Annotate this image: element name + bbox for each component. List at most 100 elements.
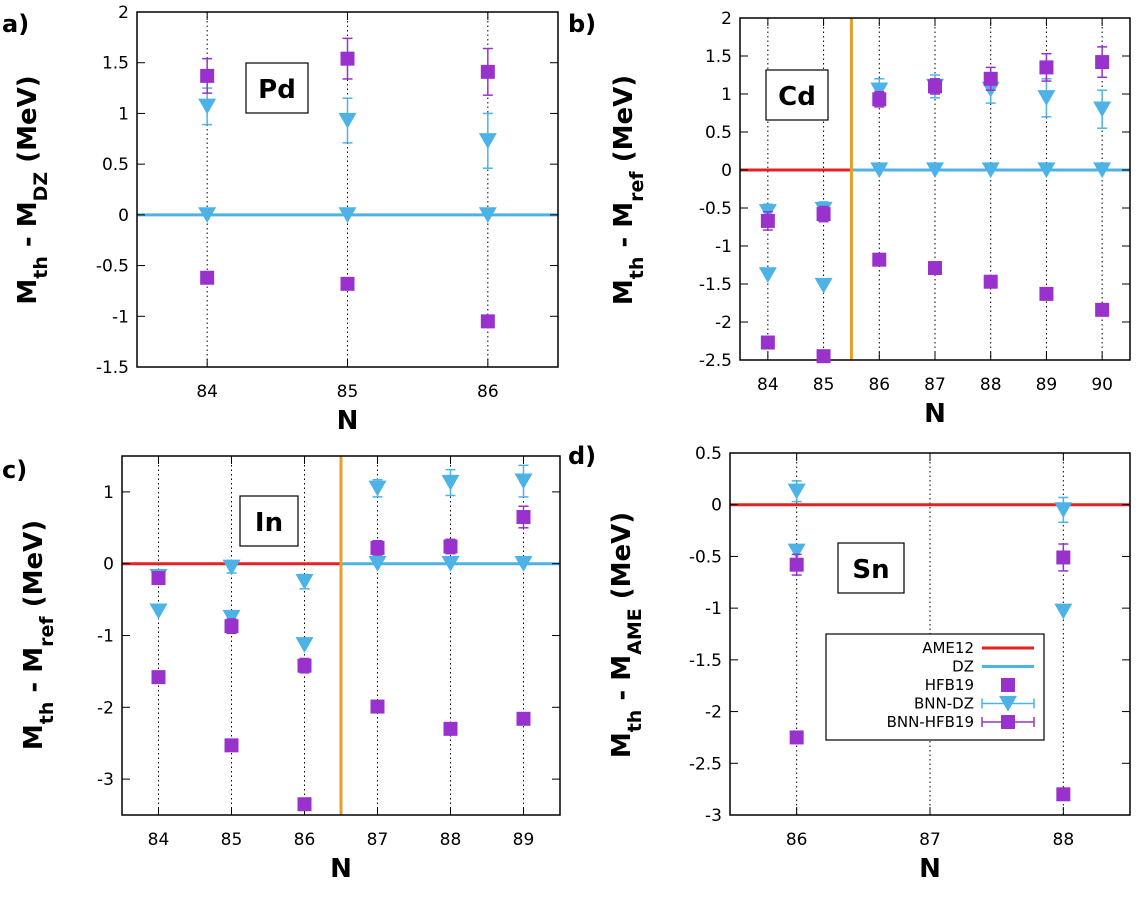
bnn-hfb19-point [872, 92, 887, 107]
hfb19-point [443, 721, 458, 736]
y-tick-label: 1 [118, 104, 129, 124]
x-tick-label: 86 [477, 382, 499, 402]
bnn-dz-point [1054, 502, 1073, 518]
x-tick-label: 88 [440, 830, 462, 850]
x-tick-label: 86 [294, 830, 316, 850]
hfb19-point [872, 252, 887, 267]
panel-label: b) [568, 10, 596, 38]
hfb19-point [1056, 787, 1071, 802]
bnn-hfb19-point [151, 571, 166, 586]
x-tick-label: 84 [757, 375, 779, 395]
hfb19-point [789, 730, 804, 745]
x-tick-label: 87 [919, 830, 941, 850]
dz-point [338, 207, 357, 223]
x-tick-label: 89 [513, 830, 535, 850]
panel-label: a) [2, 10, 29, 38]
x-tick-label: 86 [868, 375, 890, 395]
bnn-hfb19-point [297, 658, 312, 673]
y-axis-label: Mth - MDZ (MeV) [13, 75, 52, 304]
bnn-hfb19-point [1056, 550, 1071, 565]
bnn-dz-point [1037, 90, 1056, 106]
x-tick-label: 85 [337, 382, 359, 402]
hfb19-point [516, 711, 531, 726]
y-axis-label: Mth - MAME (MeV) [607, 512, 646, 758]
x-tick-label: 87 [924, 375, 946, 395]
legend-label: DZ [952, 658, 974, 676]
dz-point [814, 277, 833, 294]
dz-point [514, 556, 533, 572]
y-tick-label: -0.5 [699, 199, 732, 219]
hfb19-point [297, 797, 312, 812]
dz-point [198, 207, 217, 223]
legend-swatch-hfb19 [1001, 678, 1015, 692]
y-tick-label: -1 [715, 237, 732, 257]
bnn-hfb19-point [928, 79, 942, 94]
dz-point [441, 556, 460, 572]
bnn-dz-point [787, 483, 806, 500]
legend-swatch-bnn-dz-marker [999, 695, 1017, 712]
bnn-hfb19-point [516, 510, 531, 525]
y-tick-label: 2 [721, 9, 732, 29]
dz-point [758, 267, 777, 283]
element-label: In [255, 508, 283, 538]
y-tick-label: 1.5 [705, 47, 732, 67]
hfb19-point [151, 670, 166, 685]
y-tick-label: -1.5 [96, 358, 129, 378]
dz-point [870, 162, 889, 179]
dz-point [1054, 603, 1073, 620]
y-tick-label: -2.5 [699, 351, 732, 371]
y-tick-label: -2 [715, 313, 732, 333]
x-tick-label: 84 [148, 830, 170, 850]
bnn-hfb19-point [370, 540, 385, 555]
y-tick-label: -1 [705, 599, 722, 619]
hfb19-point [370, 699, 385, 714]
x-axis-label: N [924, 399, 946, 429]
dz-point [787, 543, 806, 560]
dz-point [1093, 162, 1112, 179]
dz-point [295, 637, 314, 653]
legend-label: BNN-HFB19 [887, 713, 974, 731]
panel-in: -3 -2 -1 0 1 84 85 86 87 88 89 N Mth - Mref (MeV) c) I… [2, 455, 561, 884]
y-tick-label: 1 [103, 483, 114, 503]
element-box [239, 495, 299, 547]
x-tick-label: 87 [367, 830, 389, 850]
hfb19-point [928, 261, 942, 276]
dz-point [478, 207, 497, 223]
y-tick-label: -3 [97, 770, 114, 790]
y-tick-label: 1.5 [102, 54, 129, 74]
hfb19-point [816, 349, 831, 364]
legend-label: HFB19 [925, 676, 974, 694]
y-axis-label: Mth - Mref (MeV) [609, 75, 648, 305]
y-tick-label: 0 [711, 496, 722, 516]
x-axis-label: N [337, 406, 359, 436]
y-tick-label: -0.5 [689, 547, 722, 567]
x-tick-label: 86 [786, 830, 808, 850]
dz-point [368, 556, 387, 572]
bnn-hfb19-point [200, 68, 215, 83]
bnn-dz-point [1093, 101, 1112, 118]
panel-sn: -3 -2.5 -2 -1.5 -1 -0.5 0 0.5 86 87 88 N Mth - MAME … [568, 442, 1131, 884]
bnn-hfb19-point [983, 71, 998, 86]
hfb19-point [760, 335, 775, 350]
x-tick-label: 90 [1091, 375, 1113, 395]
hfb19-point [1039, 286, 1054, 301]
x-tick-label: 84 [196, 382, 218, 402]
x-tick-label: 85 [221, 830, 243, 850]
y-tick-label: -2.5 [689, 754, 722, 774]
x-axis-label: N [919, 854, 941, 884]
y-tick-label: 0 [721, 161, 732, 181]
hfb19-point [983, 274, 998, 289]
bnn-dz-point [222, 559, 241, 576]
bnn-dz-point [870, 82, 889, 99]
element-box [765, 69, 829, 121]
hfb19-point [340, 276, 355, 291]
dz-point [222, 609, 241, 626]
x-tick-label: 88 [1053, 830, 1075, 850]
hfb19-point [224, 738, 239, 753]
y-tick-label: 0 [103, 555, 114, 575]
panel-cd: -2.5 -2 -1.5 -1 -0.5 0 0.5 1 1.5 2 84 85 86 87 88 89 90 N… [568, 9, 1131, 429]
hfb19-point [480, 314, 495, 329]
element-label: Cd [778, 82, 816, 112]
